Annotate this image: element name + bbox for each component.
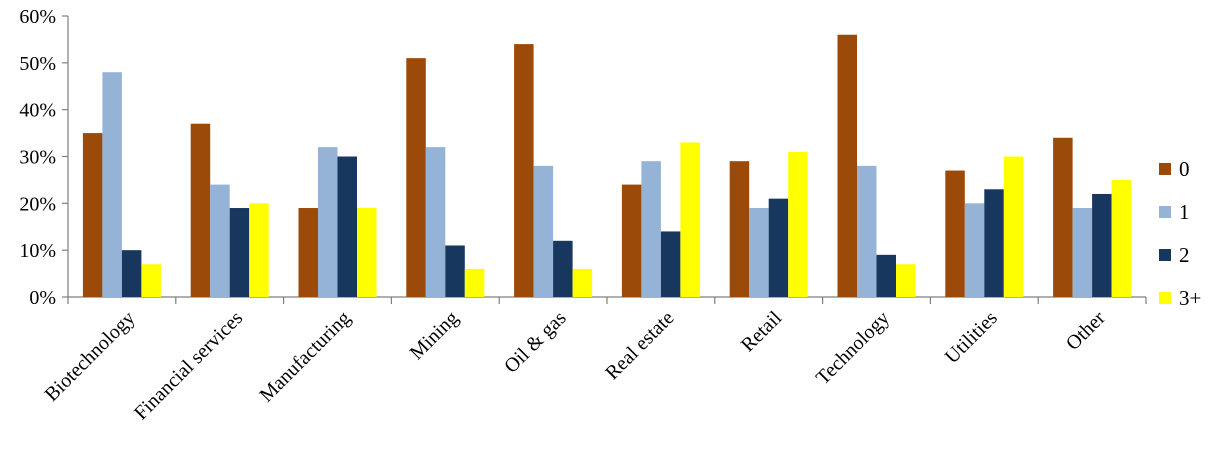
bar-0-6 bbox=[729, 161, 750, 297]
legend-label: 0 bbox=[1179, 157, 1190, 181]
y-tick-label: 10% bbox=[19, 240, 56, 262]
bar-2-9 bbox=[1092, 193, 1112, 297]
legend-swatch bbox=[1159, 249, 1171, 261]
y-tick-label: 60% bbox=[19, 6, 56, 28]
bar-1-8 bbox=[964, 203, 985, 297]
legend: 0 1 2 3+ bbox=[1159, 157, 1201, 310]
bar-3plus-2 bbox=[357, 208, 377, 297]
x-category-label: Retail bbox=[737, 307, 787, 357]
bar-3plus-8 bbox=[1003, 156, 1024, 297]
bar-1-2 bbox=[318, 147, 338, 297]
bar-2-1 bbox=[229, 208, 250, 297]
bar-3plus-7 bbox=[896, 264, 916, 297]
bar-0-2 bbox=[298, 208, 318, 297]
legend-item: 1 bbox=[1159, 200, 1190, 224]
legend-label: 3+ bbox=[1179, 286, 1201, 310]
bar-1-1 bbox=[210, 184, 230, 297]
bar-1-7 bbox=[857, 165, 877, 297]
y-tick-label: 0% bbox=[29, 287, 56, 309]
bar-2-7 bbox=[876, 254, 896, 297]
y-axis: 0% 10% 20% 30% 40% 50% 60% bbox=[19, 6, 69, 309]
bars bbox=[82, 34, 1132, 298]
legend-item: 0 bbox=[1159, 157, 1190, 181]
legend-item: 2 bbox=[1159, 243, 1190, 267]
bar-0-5 bbox=[621, 184, 642, 297]
bar-3plus-4 bbox=[572, 268, 593, 297]
x-category-label: Mining bbox=[406, 307, 463, 364]
bar-2-6 bbox=[768, 198, 789, 297]
legend-swatch bbox=[1159, 163, 1171, 175]
bar-2-0 bbox=[121, 250, 142, 297]
x-category-label: Oil & gas bbox=[500, 307, 571, 378]
x-category-label: Manufacturing bbox=[255, 307, 355, 407]
x-category-label: Biotechnology bbox=[41, 307, 140, 406]
bar-3plus-9 bbox=[1111, 179, 1132, 297]
bar-2-5 bbox=[660, 231, 681, 297]
x-category-label: Utilities bbox=[941, 307, 1002, 368]
y-tick-label: 40% bbox=[19, 100, 56, 122]
legend-label: 2 bbox=[1179, 243, 1190, 267]
bar-1-0 bbox=[102, 72, 122, 297]
bar-3plus-1 bbox=[249, 203, 269, 297]
x-category-label: Technology bbox=[812, 307, 894, 389]
legend-label: 1 bbox=[1179, 200, 1190, 224]
bar-1-4 bbox=[533, 165, 554, 297]
bar-0-8 bbox=[945, 170, 965, 297]
bar-1-9 bbox=[1072, 208, 1093, 297]
y-tick-label: 30% bbox=[19, 147, 56, 169]
x-category-label: Other bbox=[1062, 307, 1110, 355]
bar-0-9 bbox=[1053, 137, 1073, 297]
x-category-label: Financial services bbox=[130, 307, 247, 424]
bar-1-3 bbox=[425, 147, 446, 297]
bar-3plus-6 bbox=[788, 151, 808, 297]
legend-swatch bbox=[1159, 206, 1171, 218]
bar-0-0 bbox=[82, 133, 103, 297]
x-category-label: Real estate bbox=[601, 307, 678, 384]
y-tick-label: 50% bbox=[19, 53, 56, 75]
bar-0-3 bbox=[406, 58, 426, 298]
bar-0-4 bbox=[514, 44, 534, 297]
legend-item: 3+ bbox=[1159, 286, 1201, 310]
bar-2-3 bbox=[445, 245, 465, 297]
bar-2-2 bbox=[337, 156, 357, 297]
bar-2-4 bbox=[553, 240, 573, 297]
bar-3plus-0 bbox=[141, 264, 161, 297]
bar-0-1 bbox=[190, 123, 211, 297]
bar-1-5 bbox=[641, 161, 661, 297]
bar-1-6 bbox=[749, 208, 769, 297]
bar-3plus-5 bbox=[680, 142, 700, 297]
bar-3plus-3 bbox=[464, 268, 485, 297]
y-tick-label: 20% bbox=[19, 193, 56, 215]
legend-swatch bbox=[1159, 292, 1171, 304]
bar-2-8 bbox=[984, 189, 1004, 297]
bar-0-7 bbox=[837, 34, 857, 297]
